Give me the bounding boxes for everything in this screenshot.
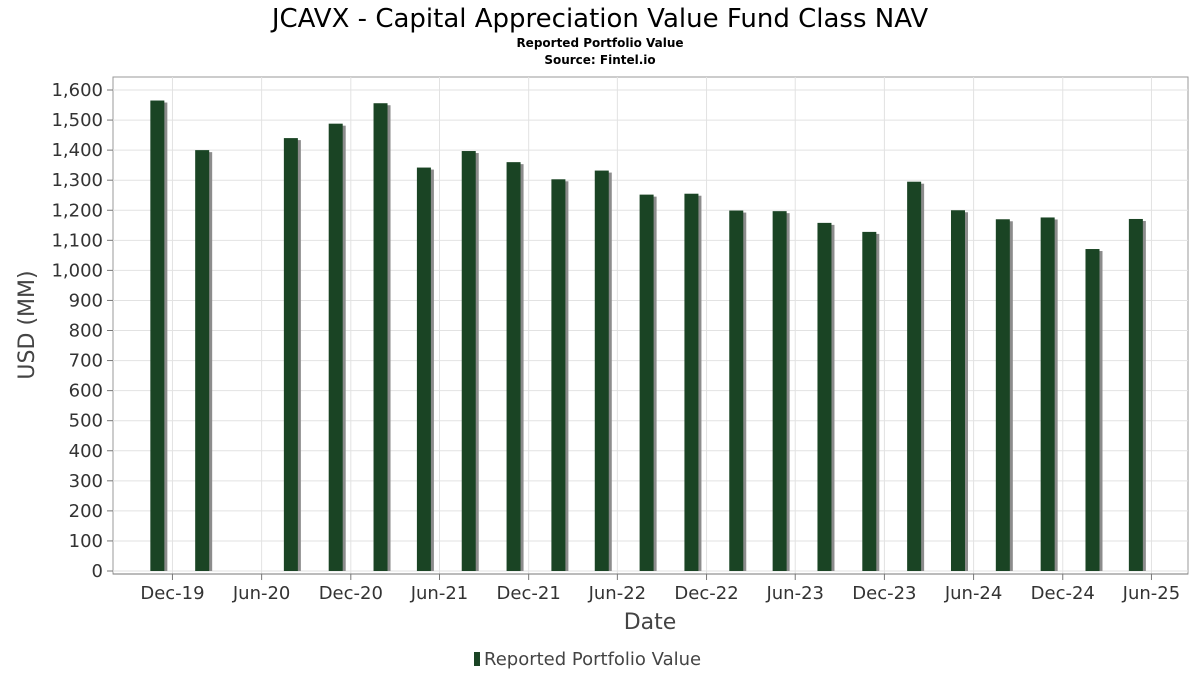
y-tick-label: 300 (69, 471, 103, 492)
x-tick-label: Dec-23 (852, 583, 916, 604)
x-tick-label: Jun-25 (1122, 583, 1181, 604)
bar (461, 151, 476, 572)
legend-swatch (474, 652, 480, 666)
x-tick-label: Jun-24 (944, 583, 1003, 604)
x-tick-label: Dec-22 (674, 583, 738, 604)
bar (684, 193, 699, 571)
y-tick-label: 200 (69, 501, 103, 522)
bar (772, 211, 787, 572)
x-tick-label: Dec-20 (319, 583, 383, 604)
y-tick-label: 1,200 (51, 200, 103, 221)
bar (1085, 249, 1100, 571)
x-tick-label: Jun-20 (232, 583, 291, 604)
y-tick-label: 100 (69, 531, 103, 552)
bar (328, 123, 343, 572)
y-tick-label: 1,500 (51, 110, 103, 131)
bar (373, 103, 388, 571)
y-tick-label: 1,400 (51, 140, 103, 161)
x-tick-label: Jun-23 (765, 583, 824, 604)
y-tick-label: 700 (69, 351, 103, 372)
y-tick-label: 1,300 (51, 170, 103, 191)
bar (594, 170, 609, 571)
x-axis-ticks: Dec-19 Jun-20 Dec-20 Jun-21 Dec-21 Jun-22 Dec-… (140, 574, 1180, 604)
x-axis-title: Date (624, 610, 677, 635)
bar (283, 138, 298, 571)
bar (639, 194, 654, 571)
bar (1040, 217, 1055, 571)
chart-subtitle-line-2: Source: Fintel.io (544, 53, 655, 67)
bar (195, 150, 210, 571)
bars (150, 100, 1146, 572)
y-tick-label: 0 (92, 561, 103, 582)
y-axis-title: USD (MM) (15, 270, 40, 379)
chart-subtitle-line-1: Reported Portfolio Value (516, 36, 683, 50)
x-tick-label: Dec-24 (1031, 583, 1095, 604)
bar (416, 167, 431, 571)
bar (817, 222, 832, 571)
y-axis-ticks: 0 100 200 300 400 500 600 700 800 900 1,000 1,100 1,… (51, 80, 113, 582)
bar (150, 100, 165, 571)
bar (729, 210, 744, 571)
bar (995, 219, 1010, 572)
y-tick-label: 1,000 (51, 260, 103, 281)
x-tick-label: Jun-21 (410, 583, 469, 604)
y-tick-label: 400 (69, 441, 103, 462)
x-tick-label: Jun-22 (588, 583, 647, 604)
x-tick-label: Dec-19 (140, 583, 204, 604)
bar (551, 179, 566, 571)
bar (950, 210, 965, 571)
bar (907, 181, 922, 572)
legend: Reported Portfolio Value (474, 649, 701, 670)
y-tick-label: 1,600 (51, 80, 103, 101)
bar (506, 162, 521, 571)
y-tick-label: 800 (69, 321, 103, 342)
bar (1128, 218, 1143, 571)
x-tick-label: Dec-21 (497, 583, 561, 604)
y-tick-label: 600 (69, 381, 103, 402)
y-tick-label: 1,100 (51, 230, 103, 251)
y-tick-label: 900 (69, 290, 103, 311)
bar (862, 231, 877, 571)
chart-title: JCAVX - Capital Appreciation Value Fund … (270, 4, 928, 34)
legend-label: Reported Portfolio Value (484, 649, 701, 670)
y-tick-label: 500 (69, 411, 103, 432)
